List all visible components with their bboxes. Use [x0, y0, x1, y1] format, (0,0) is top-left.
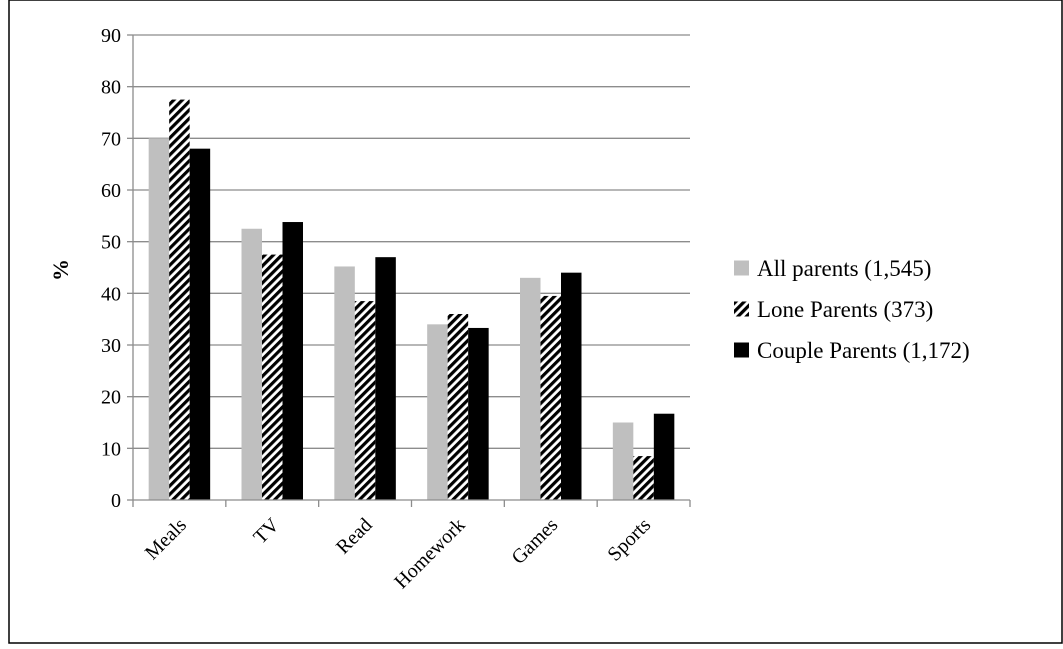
legend-swatch: [734, 260, 749, 276]
legend-entry: All parents (1,545): [757, 256, 931, 281]
bar-meals-3: [189, 148, 211, 500]
bar-tv-1: [241, 228, 262, 500]
legend-entry: Lone Parents (373): [757, 297, 933, 322]
bar-read-1: [334, 266, 355, 500]
bar-homework-2: [447, 314, 469, 500]
y-tick-label: 40: [101, 283, 121, 305]
legend-swatch: [734, 342, 749, 358]
bar-meals-2: [169, 99, 190, 500]
bar-read-3: [375, 257, 396, 500]
y-tick-label: 50: [101, 232, 121, 254]
gridlines: [133, 34, 690, 449]
y-tick-label: 70: [101, 128, 121, 150]
bar-tv-2: [262, 254, 283, 500]
y-tick-label: 20: [101, 387, 121, 409]
axes: [127, 34, 691, 507]
y-tick-label: 60: [101, 180, 121, 202]
y-tick-label: 30: [101, 335, 121, 357]
bar-games-3: [561, 272, 582, 500]
bar-sports-1: [612, 422, 634, 500]
bar-games-1: [520, 277, 541, 500]
bar-tv-3: [282, 222, 303, 501]
bar-homework-3: [468, 327, 489, 500]
bar-games-2: [540, 295, 561, 500]
legend-swatch: [734, 301, 749, 317]
y-tick-label: 10: [101, 438, 121, 460]
legend-entry: Couple Parents (1,172): [757, 338, 970, 363]
bar-read-2: [354, 301, 376, 500]
y-tick-label: 0: [111, 490, 121, 512]
bars: [148, 99, 675, 501]
bar-homework-1: [427, 324, 448, 500]
y-tick-label: 90: [101, 25, 121, 47]
bar-meals-1: [148, 138, 170, 501]
bar-sports-2: [633, 456, 654, 500]
bar-sports-3: [653, 413, 675, 500]
y-axis-title: %: [48, 259, 73, 281]
legend: All parents (1,545) Lone Parents (373) Cou…: [734, 256, 970, 363]
y-tick-label: 80: [101, 77, 121, 99]
